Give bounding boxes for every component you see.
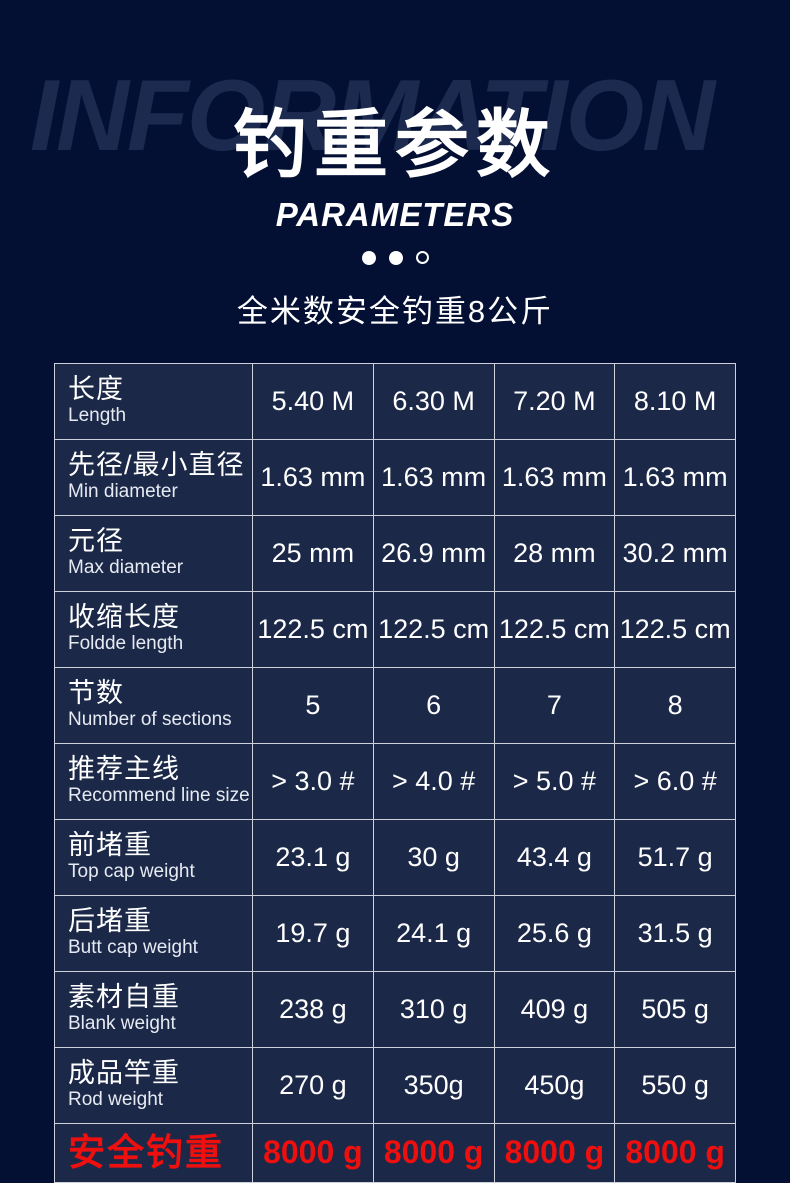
spec-label-zh: 推荐主线 (68, 754, 180, 785)
spec-label-zh: 先径/最小直径 (68, 450, 245, 481)
spec-value: 31.5 g (615, 895, 735, 971)
spec-label-zh: 后堵重 (68, 906, 152, 937)
spec-value: 122.5 cm (253, 591, 373, 667)
spec-value: 270 g (253, 1047, 373, 1123)
spec-value: 1.63 mm (253, 439, 373, 515)
watermark-text: INFORMATION (30, 60, 715, 172)
spec-label-zh: 成品竿重 (68, 1058, 180, 1089)
spec-label-en: Max diameter (68, 557, 184, 579)
spec-label-zh: 元径 (68, 526, 124, 557)
spec-value: > 5.0 # (494, 743, 615, 819)
spec-label-en: Recommend line size (68, 785, 250, 807)
spec-value: 122.5 cm (373, 591, 494, 667)
spec-label-en: Butt cap weight (68, 937, 198, 959)
spec-row-label: 素材自重 Blank weight (55, 971, 252, 1047)
spec-value: 30.2 mm (615, 515, 735, 591)
spec-label-zh: 素材自重 (68, 982, 180, 1013)
spec-label-en: Top cap weight (68, 861, 195, 883)
spec-label-zh: 安全钓重 (68, 1131, 224, 1173)
spec-value: 8000 g (253, 1123, 373, 1182)
spec-value: 8000 g (373, 1123, 494, 1182)
spec-value: 450g (494, 1047, 615, 1123)
spec-value: 550 g (615, 1047, 735, 1123)
spec-value: 122.5 cm (615, 591, 735, 667)
spec-value: 409 g (494, 971, 615, 1047)
spec-row-label: 后堵重 Butt cap weight (55, 895, 252, 971)
spec-value: 310 g (373, 971, 494, 1047)
spec-value: 26.9 mm (373, 515, 494, 591)
spec-table: 长度 Length 5.40 M 6.30 M 7.20 M 8.10 M 先径/最小直径 M… (54, 362, 736, 1183)
spec-value: 6 (373, 667, 494, 743)
spec-label-en: Foldde length (68, 633, 184, 655)
spec-label-zh: 节数 (68, 678, 124, 709)
tagline: 全米数安全钓重8公斤 (236, 293, 554, 329)
spec-row-label: 前堵重 Top cap weight (55, 819, 252, 895)
spec-value: 8 (615, 667, 735, 743)
spec-value: 24.1 g (373, 895, 494, 971)
carousel-dots (0, 250, 790, 265)
spec-value: 19.7 g (253, 895, 373, 971)
spec-value: > 6.0 # (615, 743, 735, 819)
spec-value: 122.5 cm (494, 591, 615, 667)
spec-row-label: 安全钓重 (55, 1123, 252, 1182)
spec-value: > 4.0 # (373, 743, 494, 819)
page-title: 钓重参数 (233, 103, 557, 186)
spec-label-en: Number of sections (68, 709, 232, 731)
spec-value: 8.10 M (615, 363, 735, 439)
spec-value: 505 g (615, 971, 735, 1047)
spec-label-zh: 收缩长度 (68, 602, 180, 633)
spec-value: 350g (373, 1047, 494, 1123)
spec-value: 8000 g (615, 1123, 735, 1182)
spec-row-label: 节数 Number of sections (55, 667, 252, 743)
spec-label-en: Blank weight (68, 1013, 176, 1035)
spec-value: > 3.0 # (253, 743, 373, 819)
spec-value: 25 mm (253, 515, 373, 591)
spec-value: 51.7 g (615, 819, 735, 895)
spec-value: 43.4 g (494, 819, 615, 895)
spec-value: 238 g (253, 971, 373, 1047)
spec-value: 8000 g (494, 1123, 615, 1182)
spec-label-en: Length (68, 405, 127, 427)
spec-label-zh: 前堵重 (68, 830, 152, 861)
spec-value: 25.6 g (494, 895, 615, 971)
spec-value: 5 (253, 667, 373, 743)
dot-filled-icon (388, 250, 403, 265)
spec-label-zh: 长度 (68, 374, 124, 405)
spec-value: 7.20 M (494, 363, 615, 439)
spec-row-label: 推荐主线 Recommend line size (55, 743, 252, 819)
spec-value: 5.40 M (253, 363, 373, 439)
spec-row-label: 成品竿重 Rod weight (55, 1047, 252, 1123)
spec-value: 30 g (373, 819, 494, 895)
spec-row-label: 元径 Max diameter (55, 515, 252, 591)
spec-label-en: Rod weight (68, 1089, 164, 1111)
dot-outline-icon (415, 251, 429, 265)
spec-row-label: 长度 Length (55, 363, 252, 439)
spec-row-label: 先径/最小直径 Min diameter (55, 439, 252, 515)
header: 钓重参数 PARAMETERS 全米数安全钓重8公斤 (0, 0, 790, 331)
spec-value: 1.63 mm (615, 439, 735, 515)
spec-value: 1.63 mm (494, 439, 615, 515)
spec-value: 1.63 mm (373, 439, 494, 515)
spec-value: 7 (494, 667, 615, 743)
subtitle-english: PARAMETERS (275, 195, 515, 233)
spec-row-label: 收缩长度 Foldde length (55, 591, 252, 667)
spec-value: 23.1 g (253, 819, 373, 895)
spec-value: 28 mm (494, 515, 615, 591)
spec-label-en: Min diameter (68, 481, 178, 503)
spec-value: 6.30 M (373, 363, 494, 439)
dot-filled-icon (361, 250, 376, 265)
